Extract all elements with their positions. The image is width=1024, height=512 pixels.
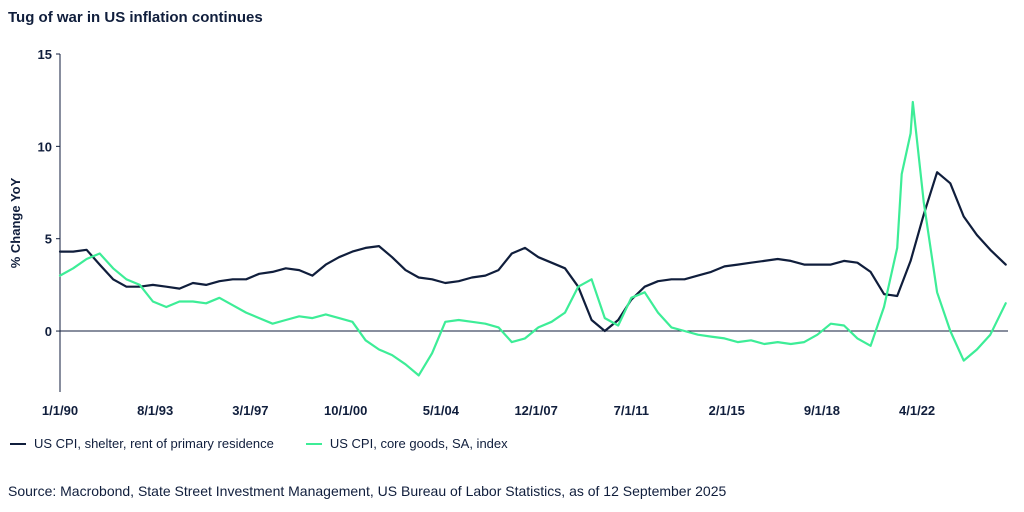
source-note: Source: Macrobond, State Street Investme… <box>8 483 727 499</box>
x-tick-label: 7/1/11 <box>614 403 649 418</box>
x-tick-label: 9/1/18 <box>804 403 840 418</box>
x-tick-label: 5/1/04 <box>423 403 460 418</box>
legend: US CPI, shelter, rent of primary residen… <box>10 436 540 451</box>
y-tick-label: 0 <box>45 324 52 339</box>
y-tick-label: 10 <box>38 139 52 154</box>
legend-label-core-goods: US CPI, core goods, SA, index <box>329 436 508 451</box>
y-tick-label: 5 <box>45 232 52 247</box>
y-axis-label: % Change YoY <box>8 177 23 268</box>
series-line-core-goods <box>58 100 1007 377</box>
legend-swatch-shelter <box>10 442 26 445</box>
x-tick-label: 3/1/97 <box>232 403 268 418</box>
x-tick-label: 12/1/07 <box>514 403 557 418</box>
chart-title: Tug of war in US inflation continues <box>8 9 263 26</box>
x-tick-label: 2/1/15 <box>709 403 745 418</box>
x-tick-label: 4/1/22 <box>899 403 935 418</box>
legend-swatch-core-goods <box>305 442 322 445</box>
series-line-shelter <box>58 171 1007 333</box>
legend-item-shelter: US CPI, shelter, rent of primary residen… <box>10 436 274 451</box>
x-tick-label: 10/1/00 <box>324 403 367 418</box>
x-tick-label: 8/1/93 <box>137 403 173 418</box>
legend-label-shelter: US CPI, shelter, rent of primary residen… <box>34 436 274 451</box>
y-tick-label: 15 <box>38 47 52 62</box>
legend-item-core-goods: US CPI, core goods, SA, index <box>305 436 508 451</box>
line-chart: 0 5 10 15 % Change YoY 1/1/90 8/1/93 3/1/97 10/1… <box>8 47 1008 418</box>
x-tick-label: 1/1/90 <box>42 403 78 418</box>
